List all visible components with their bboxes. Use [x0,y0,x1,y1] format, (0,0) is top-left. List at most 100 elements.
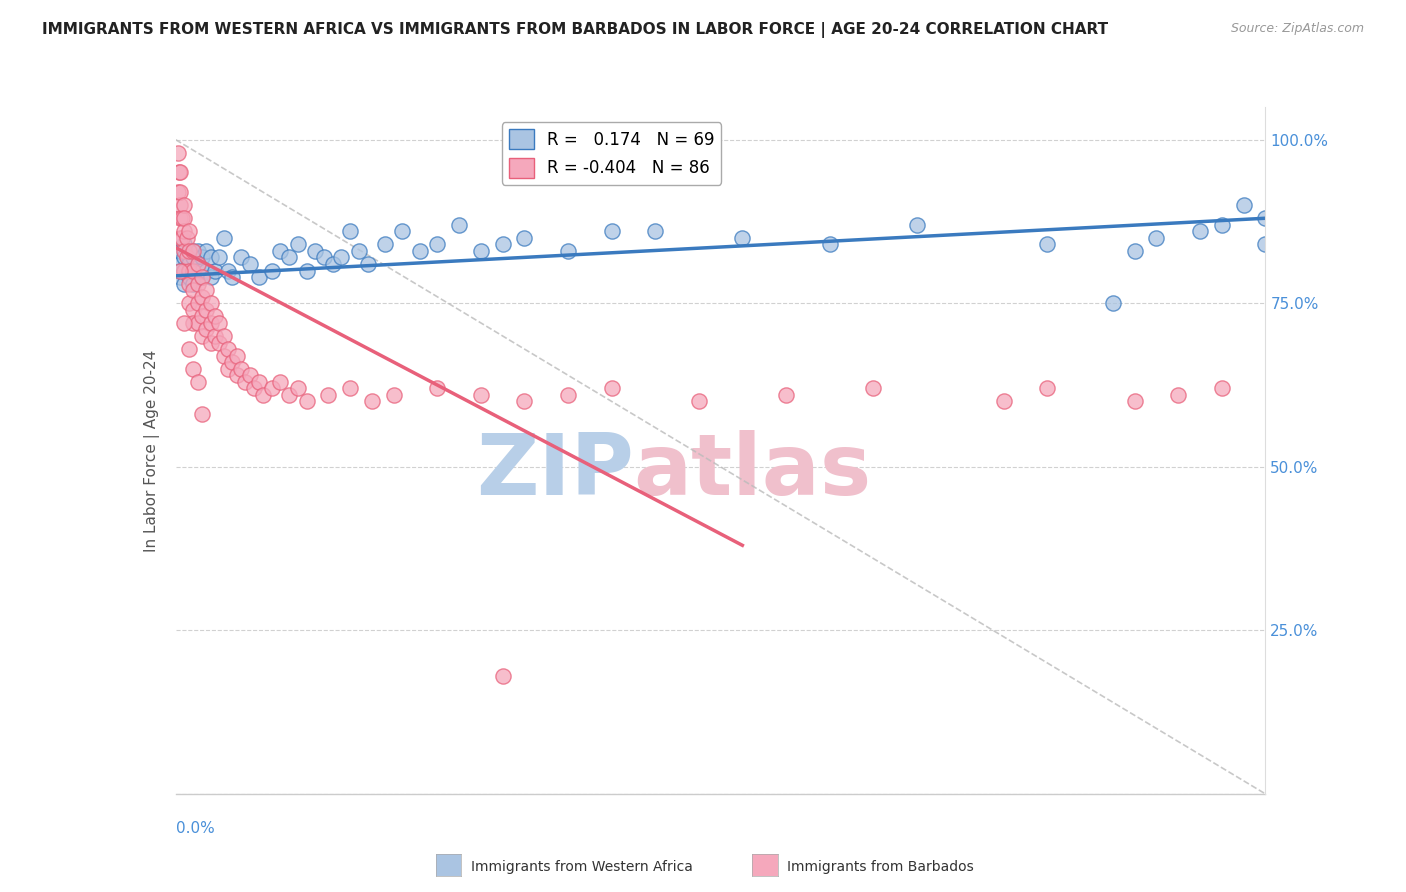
Point [204,310,226,324]
Text: Immigrants from Western Africa: Immigrants from Western Africa [471,860,693,874]
Point [191,290,214,304]
Point [176,231,198,245]
Point [177,342,200,356]
Point [169,185,191,199]
Point [169,198,191,212]
Point [204,263,226,277]
Point [322,257,344,271]
Point [278,251,301,265]
Point [181,302,204,317]
Point [186,244,209,258]
Point [221,355,243,369]
Point [339,224,361,238]
Point [217,342,239,356]
Y-axis label: In Labor Force | Age 20-24: In Labor Force | Age 20-24 [143,350,160,551]
Point [186,316,209,330]
Point [212,349,235,363]
Point [195,302,218,317]
Point [775,388,797,402]
Point [1144,231,1167,245]
Point [212,231,235,245]
Point [217,361,239,376]
Point [391,224,413,238]
Point [347,244,370,258]
Point [208,335,231,350]
Point [360,394,382,409]
Point [426,381,449,395]
Point [557,388,579,402]
Point [1232,198,1256,212]
Point [217,263,239,277]
Point [169,263,191,277]
Point [252,388,274,402]
Point [513,394,536,409]
Point [208,251,231,265]
Point [247,375,270,389]
Point [688,394,710,409]
Point [492,237,515,252]
Point [169,165,191,179]
Point [235,375,257,389]
Point [513,231,536,245]
Point [426,237,449,252]
Point [169,270,191,285]
Point [191,251,214,265]
Point [644,224,666,238]
Point [173,211,195,226]
Point [239,368,262,383]
Point [330,251,353,265]
Point [269,375,291,389]
Point [231,361,253,376]
Point [167,185,190,199]
Point [200,270,222,285]
Point [260,263,283,277]
Point [287,237,309,252]
Point [339,381,361,395]
Point [1036,237,1059,252]
Point [173,198,195,212]
Point [409,244,432,258]
Point [1123,394,1146,409]
Point [993,394,1015,409]
Point [1167,388,1189,402]
Point [186,296,209,310]
Point [191,408,214,422]
Text: ZIP: ZIP [475,430,633,513]
Point [312,251,335,265]
Point [195,322,218,336]
Point [173,316,195,330]
Point [195,244,218,258]
Point [181,277,204,291]
Point [177,251,200,265]
Point [177,296,200,310]
Text: IMMIGRANTS FROM WESTERN AFRICA VS IMMIGRANTS FROM BARBADOS IN LABOR FORCE | AGE : IMMIGRANTS FROM WESTERN AFRICA VS IMMIGR… [42,22,1108,38]
Point [186,263,209,277]
Point [278,388,301,402]
Point [181,316,204,330]
Point [374,237,396,252]
Point [260,381,283,395]
Point [191,263,214,277]
Point [557,244,579,258]
Point [295,394,318,409]
Point [1254,211,1277,226]
Point [176,251,198,265]
Point [304,244,326,258]
Point [225,368,247,383]
Point [181,283,204,297]
Point [1036,381,1059,395]
Point [600,381,623,395]
Point [181,263,204,277]
Text: 0.0%: 0.0% [176,822,215,837]
Point [169,244,191,258]
Text: Source: ZipAtlas.com: Source: ZipAtlas.com [1230,22,1364,36]
Point [243,381,266,395]
Point [470,388,492,402]
Point [287,381,309,395]
Point [195,263,218,277]
Point [169,257,191,271]
Point [862,381,884,395]
Point [177,263,200,277]
Text: atlas: atlas [633,430,872,513]
Point [167,145,190,160]
